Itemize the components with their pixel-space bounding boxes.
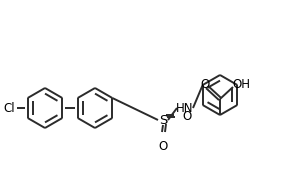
Text: O: O bbox=[158, 140, 168, 153]
Text: OH: OH bbox=[232, 79, 250, 92]
Text: S: S bbox=[159, 113, 167, 126]
Text: HN: HN bbox=[176, 102, 194, 115]
Text: O: O bbox=[200, 78, 210, 90]
Text: Cl: Cl bbox=[3, 102, 15, 115]
Text: O: O bbox=[182, 110, 191, 122]
